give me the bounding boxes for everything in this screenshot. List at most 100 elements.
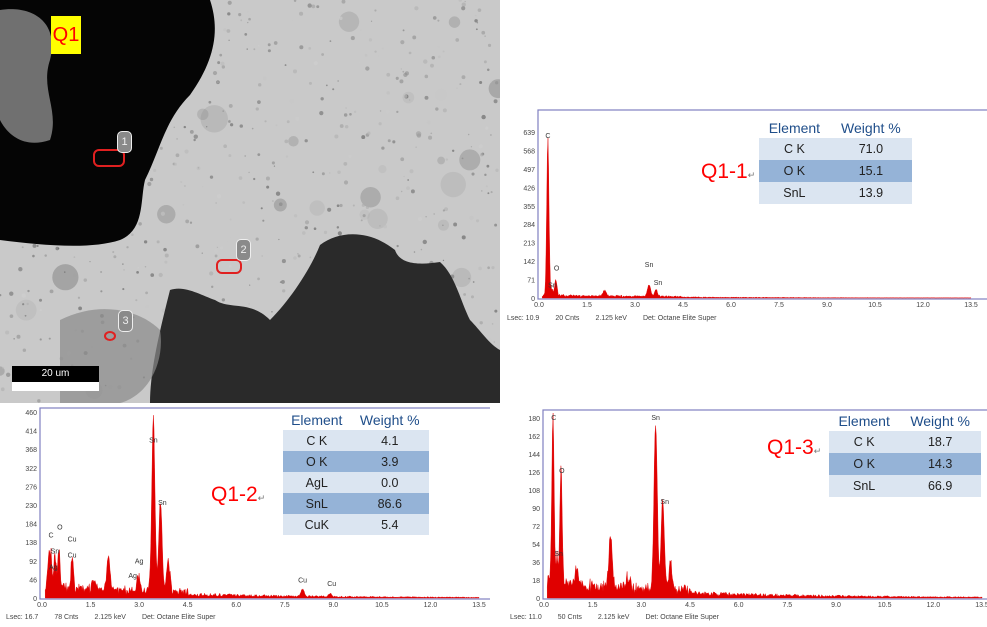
weight-cell: 15.1: [829, 160, 912, 182]
peak-label: Cu: [327, 581, 336, 588]
peak-label: Sn: [149, 437, 158, 444]
y-tick-label: 230: [25, 503, 37, 510]
table-row: SnL 66.9: [829, 475, 981, 497]
x-tick-label: 9.0: [822, 302, 832, 309]
y-tick-label: 639: [523, 130, 535, 137]
peak-label: Sn: [51, 549, 60, 556]
weight-table-q1-2: Element Weight % C K 4.1 O K 3.9 AgL 0.0 SnL…: [283, 410, 429, 535]
x-tick-label: 9.0: [831, 602, 841, 609]
header-weight: Weight %: [829, 118, 912, 138]
spectrum-area: [542, 137, 972, 299]
spectrum-label-q1-3: Q1-3↵: [767, 436, 822, 459]
y-tick-label: 36: [532, 560, 540, 567]
x-tick-label: 6.0: [734, 602, 744, 609]
y-tick-label: 72: [532, 524, 540, 531]
y-tick-label: 142: [523, 259, 535, 266]
peak-label: Sn: [554, 551, 563, 558]
weight-cell: 0.0: [350, 472, 429, 493]
peak-label: Cu: [68, 553, 77, 560]
peak-label: Ag: [128, 573, 137, 580]
table-row: C K 4.1: [283, 430, 429, 451]
y-tick-label: 426: [523, 185, 535, 192]
weight-cell: 4.1: [350, 430, 429, 451]
counts-readout: 78 Cnts: [54, 614, 79, 621]
lsec-readout: Lsec: 11.0: [510, 614, 542, 621]
header-element: Element: [283, 410, 351, 430]
peak-label: Cu: [298, 578, 307, 585]
x-tick-label: 0.0: [534, 302, 544, 309]
spectrum-label-q1-1: Q1-1↵: [701, 160, 756, 183]
q-label-text: Q1-1: [701, 160, 748, 183]
header-element: Element: [759, 118, 830, 138]
sem-image: [0, 0, 508, 403]
y-tick-label: 54: [532, 542, 540, 549]
x-tick-label: 12.0: [916, 302, 930, 309]
x-tick-label: 10.5: [868, 302, 882, 309]
x-tick-label: 7.5: [782, 602, 792, 609]
peak-label: Sn: [651, 415, 660, 422]
spectrum-footer: Lsec: 10.9 20 Cnts 2.125 keV Det: Octane El…: [507, 315, 733, 322]
peak-label: C: [545, 133, 550, 140]
y-tick-label: 71: [527, 278, 535, 285]
sem-sample-label: Q1: [51, 16, 81, 54]
table-row: C K 18.7: [829, 431, 981, 453]
y-tick-label: 276: [25, 484, 37, 491]
y-tick-label: 126: [528, 470, 540, 477]
q-label-text: Q1-2: [211, 483, 258, 506]
point-marker-2: 2: [236, 239, 251, 261]
weight-cell: 5.4: [350, 514, 429, 535]
weight-table-q1-3: Element Weight % C K 18.7 O K 14.3 SnL 66.9: [829, 411, 981, 497]
y-tick-label: 18: [532, 578, 540, 585]
peak-label: C: [551, 415, 556, 422]
kev-readout: 2.125 keV: [595, 315, 627, 322]
peak-label: O: [559, 468, 565, 475]
spectrum-area: [546, 412, 983, 599]
x-tick-label: 10.5: [375, 602, 389, 609]
sem-micrograph: Q1 1 2 3 20 um: [0, 0, 508, 403]
x-tick-label: 9.0: [328, 602, 338, 609]
spectrum-footer: Lsec: 16.7 78 Cnts 2.125 keV Det: Octane El…: [6, 614, 232, 621]
x-tick-label: 7.5: [774, 302, 784, 309]
y-tick-label: 414: [25, 429, 37, 436]
counts-readout: 20 Cnts: [555, 315, 580, 322]
x-tick-label: 1.5: [86, 602, 96, 609]
header-weight: Weight %: [350, 410, 429, 430]
spectrum-footer: Lsec: 11.0 50 Cnts 2.125 keV Det: Octane El…: [510, 614, 735, 621]
table-row: C K 71.0: [759, 138, 912, 160]
y-tick-label: 322: [25, 466, 37, 473]
table-row: SnL 86.6: [283, 493, 429, 514]
y-tick-label: 284: [523, 222, 535, 229]
y-tick-label: 0: [536, 596, 540, 603]
y-tick-label: 46: [29, 577, 37, 584]
table-row: O K 3.9: [283, 451, 429, 472]
x-tick-label: 3.0: [630, 302, 640, 309]
peak-label: C: [49, 532, 54, 539]
element-cell: SnL: [829, 475, 900, 497]
weight-cell: 66.9: [899, 475, 981, 497]
table-row: O K 14.3: [829, 453, 981, 475]
y-tick-label: 90: [532, 506, 540, 513]
point-marker-1: 1: [117, 131, 132, 153]
detector-readout: Det: Octane Elite Super: [642, 315, 717, 322]
weight-cell: 18.7: [899, 431, 981, 453]
y-tick-label: 138: [25, 540, 37, 547]
y-tick-label: 368: [25, 447, 37, 454]
element-cell: O K: [759, 160, 830, 182]
x-tick-label: 6.0: [231, 602, 241, 609]
x-tick-label: 6.0: [726, 302, 736, 309]
x-tick-label: 1.5: [582, 302, 592, 309]
element-cell: C K: [759, 138, 830, 160]
y-tick-label: 92: [29, 559, 37, 566]
element-cell: AgL: [283, 472, 351, 493]
element-cell: O K: [283, 451, 351, 472]
spectrum-panel-q1-3: 0.0 1.5 3.0 4.5 6.0 7.5 9.0 10.5 12.0 13.5 0 18 36 54…: [505, 405, 987, 627]
weight-cell: 3.9: [350, 451, 429, 472]
table-row: AgL 0.0: [283, 472, 429, 493]
weight-cell: 14.3: [899, 453, 981, 475]
table-row: CuK 5.4: [283, 514, 429, 535]
x-tick-label: 1.5: [588, 602, 598, 609]
x-tick-label: 12.0: [927, 602, 941, 609]
y-tick-label: 460: [25, 410, 37, 417]
x-tick-label: 3.0: [636, 602, 646, 609]
lsec-readout: Lsec: 16.7: [6, 614, 39, 621]
